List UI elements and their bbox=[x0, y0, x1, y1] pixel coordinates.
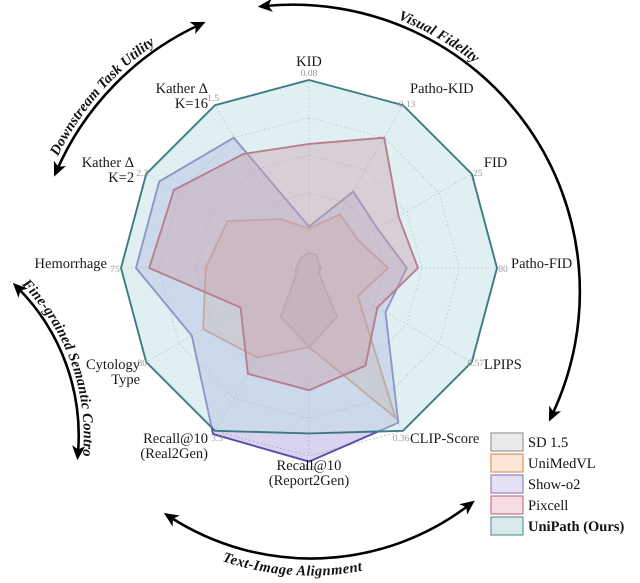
svg-text:Visual Fidelity: Visual Fidelity bbox=[396, 8, 482, 67]
svg-text:Kather ΔK=16: Kather Δ K=16 bbox=[156, 81, 208, 112]
svg-text:Recall@10(Report2Gen): Recall@10 (Report2Gen) bbox=[269, 458, 350, 489]
svg-text:KID: KID bbox=[296, 54, 322, 70]
svg-text:SD 1.5: SD 1.5 bbox=[528, 435, 568, 451]
svg-text:Patho-KID: Patho-KID bbox=[410, 81, 474, 97]
svg-text:Pixcell: Pixcell bbox=[528, 498, 568, 514]
svg-text:0.08: 0.08 bbox=[301, 69, 318, 79]
svg-text:UniPath (Ours): UniPath (Ours) bbox=[528, 519, 624, 535]
svg-text:CLIP-Score: CLIP-Score bbox=[410, 431, 479, 447]
svg-text:UniMedVL: UniMedVL bbox=[528, 456, 596, 472]
svg-text:2.3: 2.3 bbox=[136, 169, 148, 179]
svg-text:Hemorrhage: Hemorrhage bbox=[35, 256, 107, 272]
svg-text:FID: FID bbox=[484, 155, 507, 171]
svg-text:75: 75 bbox=[110, 265, 120, 275]
svg-text:Fine-grained Semantic Control: Fine-grained Semantic Control bbox=[0, 0, 96, 457]
svg-text:0.57: 0.57 bbox=[467, 359, 484, 369]
svg-text:Text-Image Alignment: Text-Image Alignment bbox=[221, 549, 364, 579]
svg-text:Patho-FID: Patho-FID bbox=[511, 256, 572, 272]
svg-text:25: 25 bbox=[473, 169, 483, 179]
svg-text:0.36: 0.36 bbox=[393, 434, 410, 444]
svg-text:0.13: 0.13 bbox=[399, 100, 416, 110]
svg-text:Show-o2: Show-o2 bbox=[528, 477, 580, 493]
svg-text:Kather ΔK=2: Kather Δ K=2 bbox=[82, 155, 134, 186]
svg-text:3.3: 3.3 bbox=[211, 434, 223, 444]
svg-text:1.5: 1.5 bbox=[207, 94, 219, 104]
svg-text:80: 80 bbox=[498, 265, 508, 275]
svg-text:LPIPS: LPIPS bbox=[484, 357, 522, 373]
svg-text:Recall@10(Real2Gen): Recall@10 (Real2Gen) bbox=[140, 431, 208, 462]
